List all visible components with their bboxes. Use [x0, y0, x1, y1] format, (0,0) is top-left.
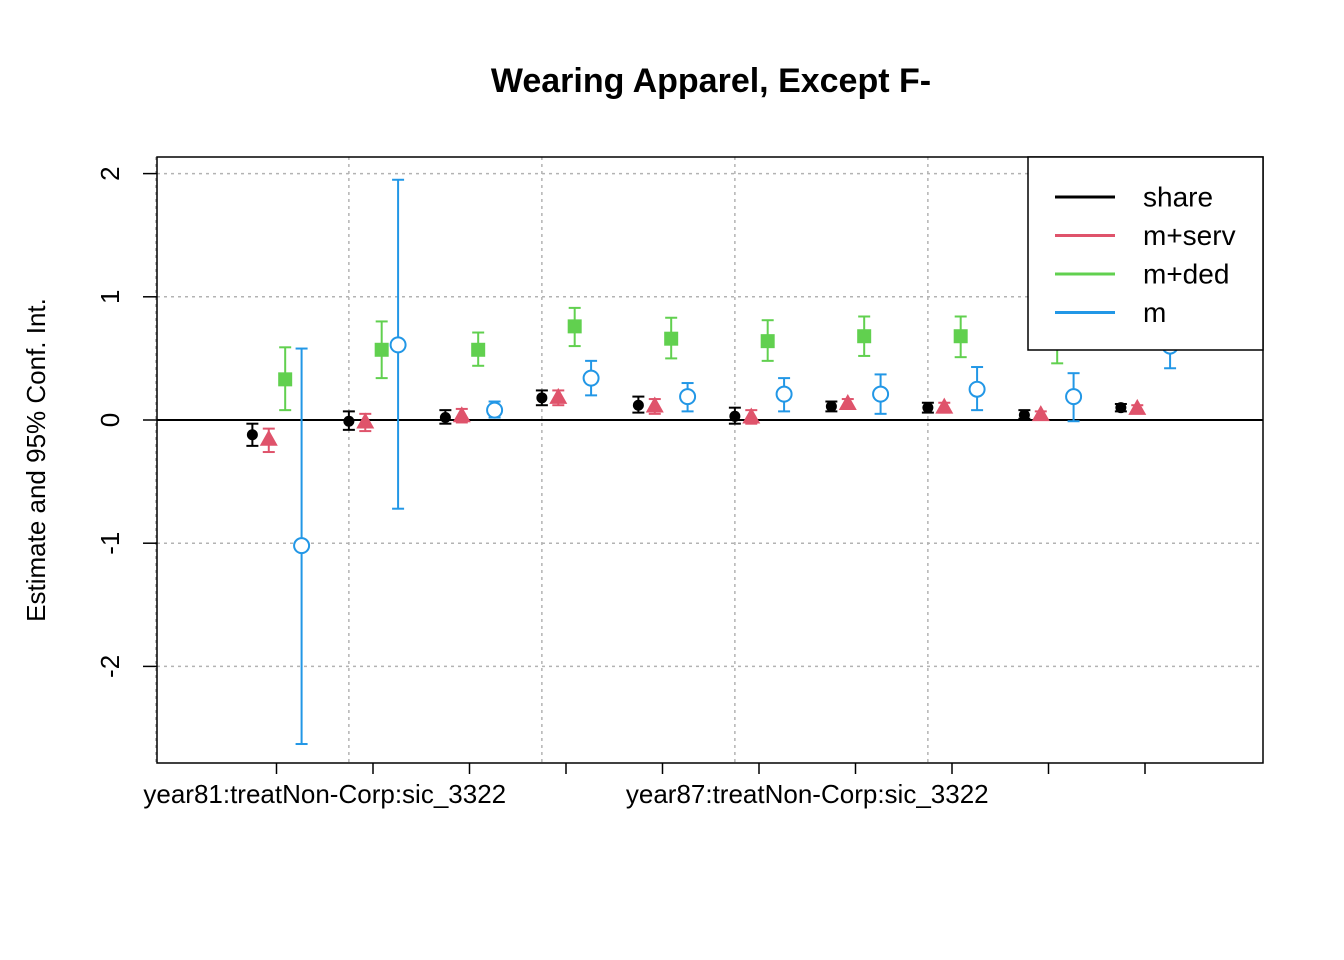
y-tick-label: 2 — [95, 166, 125, 180]
x-axis: year81:treatNon-Corp:sic_3322 year87:trea… — [143, 763, 1146, 809]
point-estimate — [549, 387, 568, 404]
point-estimate — [389, 336, 407, 354]
y-tick-label: 0 — [95, 413, 125, 427]
point-estimate — [1128, 398, 1147, 415]
point-estimate — [278, 372, 293, 387]
point-estimate — [582, 369, 600, 387]
point-estimate — [838, 393, 857, 410]
point-estimate — [567, 319, 582, 334]
legend-label-m: m — [1143, 297, 1166, 328]
series-m — [293, 178, 1179, 746]
x-tick-label: year87:treatNon-Corp:sic_3322 — [626, 779, 989, 809]
point-estimate — [293, 537, 311, 555]
point-estimate — [775, 385, 793, 403]
point-estimate — [857, 329, 872, 344]
y-axis: 2 1 0 -1 -2 — [95, 166, 157, 678]
point-estimate — [1115, 402, 1127, 414]
series-m+ded — [278, 306, 1065, 412]
point-estimate — [935, 397, 954, 414]
point-estimate — [439, 412, 451, 424]
point-estimate — [645, 396, 664, 413]
point-estimate — [374, 342, 389, 357]
legend: share m+serv m+ded m — [1027, 156, 1264, 351]
point-estimate — [356, 412, 375, 429]
plot-frame — [156, 156, 1264, 764]
y-tick-label: 1 — [95, 290, 125, 304]
point-estimate — [632, 399, 644, 411]
point-estimate — [872, 385, 890, 403]
point-estimate — [825, 400, 837, 412]
legend-box — [1027, 156, 1264, 351]
point-estimate — [729, 410, 741, 422]
data-marks — [246, 178, 1179, 746]
point-estimate — [968, 380, 986, 398]
point-estimate — [246, 429, 258, 441]
point-estimate — [679, 388, 697, 406]
chart-title: Wearing Apparel, Except F- — [491, 62, 931, 100]
series-share — [246, 389, 1127, 447]
point-estimate — [343, 415, 355, 427]
point-estimate — [486, 401, 504, 419]
point-estimate — [536, 392, 548, 404]
x-tick-label: year81:treatNon-Corp:sic_3322 — [143, 779, 506, 809]
point-estimate — [664, 331, 679, 346]
point-estimate — [452, 406, 471, 423]
point-estimate — [953, 329, 968, 344]
y-axis-label: Estimate and 95% Conf. Int. — [21, 298, 51, 622]
y-tick-label: -2 — [95, 655, 125, 678]
point-estimate — [259, 429, 278, 446]
series-m+serv — [259, 387, 1147, 454]
legend-label-m+serv: m+serv — [1143, 220, 1236, 251]
grid-lines — [155, 157, 1263, 763]
y-tick-label: -1 — [95, 532, 125, 555]
legend-label-share: share — [1143, 182, 1213, 213]
point-estimate — [922, 402, 934, 414]
point-estimate — [471, 342, 486, 357]
point-estimate — [1018, 409, 1030, 421]
point-estimate — [742, 407, 761, 424]
point-estimate — [760, 334, 775, 349]
legend-label-m+ded: m+ded — [1143, 259, 1229, 290]
point-estimate — [1031, 405, 1050, 422]
point-estimate — [1065, 388, 1083, 406]
